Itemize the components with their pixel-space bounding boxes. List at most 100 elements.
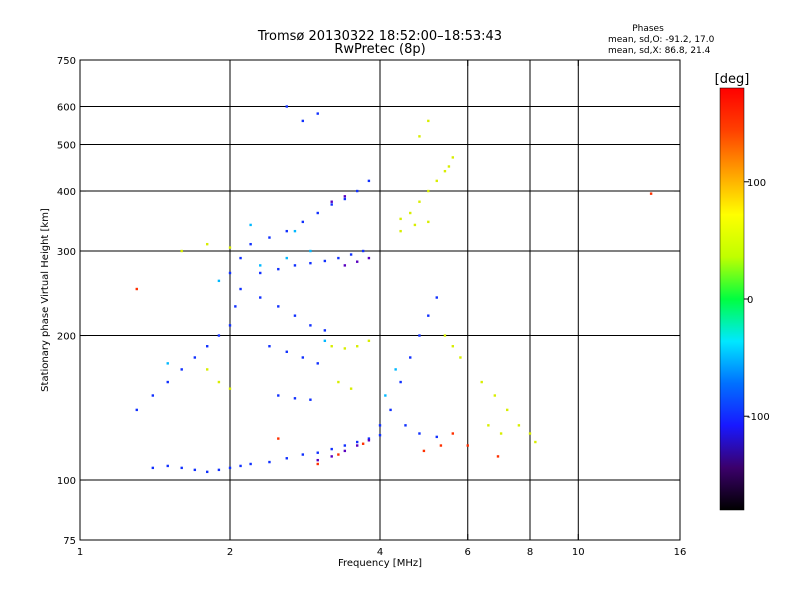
data-point [316,112,319,115]
data-point [259,296,262,299]
data-point [361,249,365,253]
data-point [343,444,347,447]
data-point [451,156,455,159]
data-point [451,432,455,435]
data-point [323,259,327,263]
data-point [378,433,382,437]
data-point [355,444,359,447]
data-point [418,200,421,203]
data-point [343,449,347,453]
data-point [166,362,169,365]
data-point [349,387,353,390]
data-point [301,453,305,456]
data-point [277,267,280,271]
data-point [337,453,340,456]
data-point [309,261,312,265]
y-axis-ticks: 75 100 200 300 400 500 600 750 [57,56,680,547]
data-point [499,432,503,435]
data-point [205,345,209,348]
data-point [399,217,402,221]
colorbar-label: [deg] [715,72,750,87]
data-point [330,345,333,348]
data-point [217,380,221,384]
data-point [205,368,209,371]
data-point [151,466,155,470]
data-point [316,458,319,462]
data-point [217,279,221,283]
data-point [309,249,312,253]
data-point [330,447,333,451]
data-point [293,229,297,233]
data-point [493,394,497,397]
phase-stats-x: mean, sd,X: 86.8, 21.4 [608,46,711,56]
data-point [316,451,319,454]
data-point [135,408,138,412]
data-point [285,457,288,460]
data-point [435,179,438,183]
data-point [259,264,262,267]
data-point [180,368,183,371]
data-point [355,440,359,444]
data-point [285,350,288,353]
data-point [293,314,297,317]
x-axis-label: Frequency [MHz] [338,558,422,569]
data-point [193,468,197,472]
data-point [239,464,242,468]
data-point [205,242,209,246]
data-point [285,256,288,260]
data-point [193,356,197,359]
data-point [301,119,305,123]
chart-subtitle: RwPretec (8p) [334,42,425,57]
data-point [330,455,333,458]
data-point [418,432,421,435]
x-tick-label: 8 [527,547,533,558]
data-point [343,197,347,201]
data-point [367,179,371,183]
data-point [466,444,469,447]
y-tick-label: 100 [57,476,76,487]
data-point [528,432,532,435]
data-point [409,356,412,359]
data-point [301,220,305,224]
y-tick-label: 200 [57,332,76,343]
data-point [343,195,347,198]
data-point [409,211,412,215]
data-point [316,211,319,215]
data-point [418,135,421,138]
data-point [228,466,232,470]
data-point [330,200,333,203]
data-point [427,220,430,224]
data-point [151,394,155,397]
data-point [323,339,327,343]
data-point [301,356,305,359]
data-point [443,334,447,337]
data-point [323,329,327,332]
data-point [447,165,451,168]
data-point [505,408,509,412]
data-point [355,189,359,193]
data-point [418,334,421,337]
data-point [355,260,359,263]
data-point [277,394,280,397]
data-point [135,287,138,291]
data-point [239,287,242,291]
data-point [285,229,288,233]
data-point [205,470,209,474]
data-point [404,424,407,427]
data-point [249,462,252,466]
data-point [343,264,347,267]
data-point [337,256,340,260]
data-point [435,435,438,439]
data-point [180,466,183,470]
y-tick-label: 500 [57,141,76,152]
y-tick-label: 400 [57,187,76,198]
data-point [316,462,319,466]
data-point [277,305,280,308]
data-point [384,394,387,397]
data-point [355,345,359,348]
data-point [337,380,340,384]
data-point [378,424,382,427]
data-point [180,249,183,253]
x-tick-label: 16 [674,547,687,558]
